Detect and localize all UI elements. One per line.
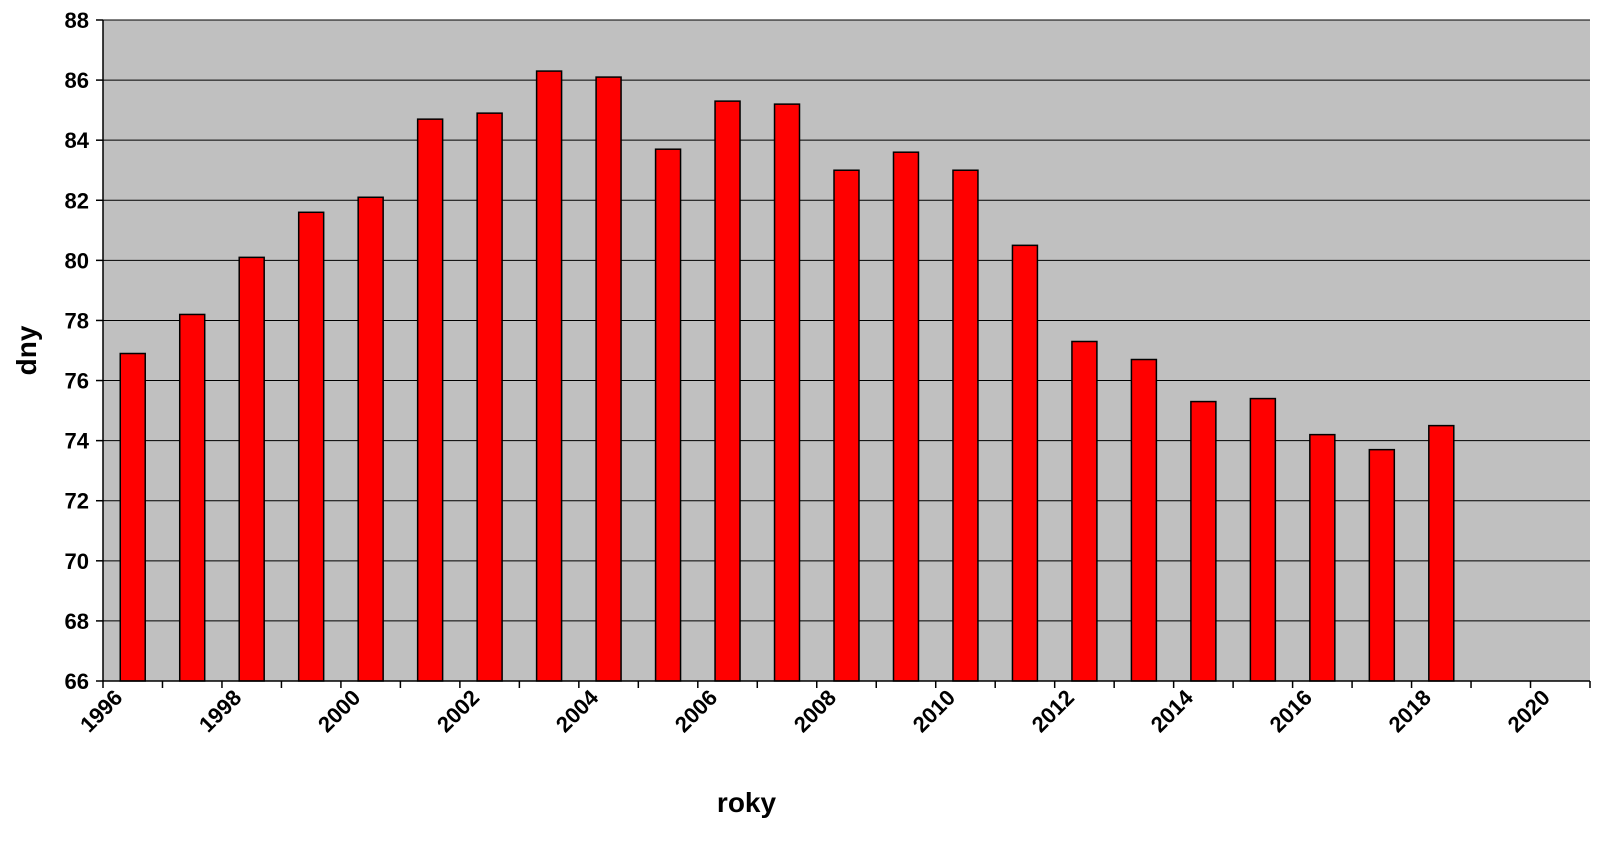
bar-2003 <box>535 70 563 682</box>
x-tick-label: 2008 <box>789 685 841 737</box>
x-tick-labels: 1996 1998 2000 2002 2004 2006 2008 2010 2012 2014… <box>75 684 1555 737</box>
y-tick-label: 66 <box>65 669 89 694</box>
x-tick-label: 2010 <box>908 685 960 737</box>
y-tick-labels: 66 68 70 72 74 76 78 80 82 84 86 88 <box>65 8 90 694</box>
bar-2016 <box>1309 433 1336 682</box>
y-axis-title: dny <box>11 325 42 375</box>
bar-2017 <box>1368 448 1396 682</box>
y-tick-label: 68 <box>65 609 89 634</box>
bar-2018 <box>1428 424 1455 682</box>
x-tick-label: 2004 <box>551 684 604 737</box>
y-tick-label: 82 <box>65 188 89 213</box>
bar-2002 <box>476 112 503 682</box>
bar-1997 <box>178 313 206 682</box>
y-tick-label: 84 <box>65 128 90 153</box>
y-tick-label: 72 <box>65 489 89 514</box>
bar-2006 <box>714 100 741 682</box>
bar-2007 <box>773 103 801 682</box>
x-tick-label: 2016 <box>1265 685 1317 737</box>
y-tick-label: 86 <box>65 68 89 93</box>
y-tick-label: 74 <box>65 429 90 454</box>
bar-2012 <box>1071 340 1098 682</box>
bar-1996 <box>119 352 146 682</box>
bar-2001 <box>416 118 444 682</box>
bar-2000 <box>357 196 384 682</box>
bar-2013 <box>1130 358 1158 682</box>
bar-2009 <box>892 151 920 682</box>
x-tick-label: 2000 <box>313 685 365 737</box>
bar-2014 <box>1190 400 1217 682</box>
bar-2008 <box>833 169 860 682</box>
x-tick-label: 2018 <box>1384 685 1436 737</box>
bar-2004 <box>595 76 622 682</box>
x-tick-label: 2012 <box>1027 685 1079 737</box>
x-tick-label: 1998 <box>194 685 246 737</box>
x-axis-title: roky <box>717 787 777 818</box>
y-tick-label: 76 <box>65 369 89 394</box>
y-tick-label: 88 <box>65 8 89 33</box>
y-tick-label: 80 <box>65 248 89 273</box>
bar-2010 <box>952 169 979 682</box>
x-tick-label: 2002 <box>432 685 484 737</box>
y-tick-label: 78 <box>65 308 89 333</box>
bar-2011 <box>1011 244 1039 682</box>
bar-1998 <box>238 256 265 682</box>
y-tick-label: 70 <box>65 549 89 574</box>
x-tick-label: 2006 <box>670 685 722 737</box>
axes <box>96 19 1591 688</box>
bar-2005 <box>654 148 682 682</box>
x-tick-label: 2014 <box>1146 684 1199 737</box>
bar-2015 <box>1249 397 1277 682</box>
x-tick-label: 2020 <box>1503 685 1555 737</box>
bars <box>119 70 1455 682</box>
bar-1999 <box>297 211 325 682</box>
